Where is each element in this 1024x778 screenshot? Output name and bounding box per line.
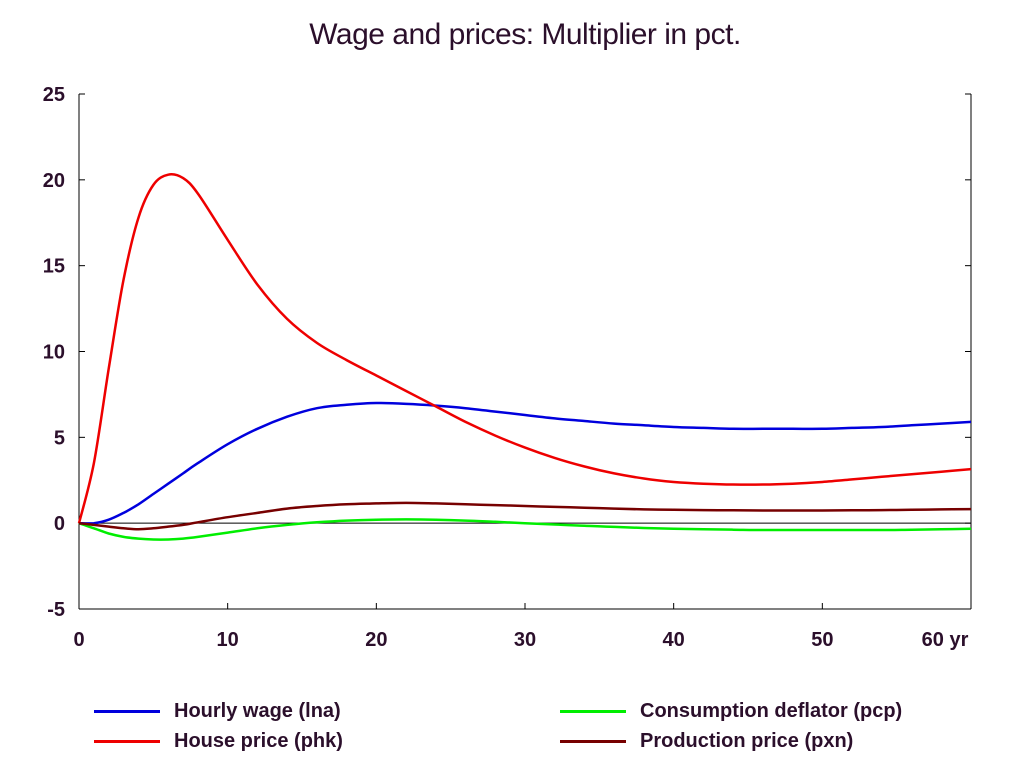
x-tick-label: 50 [811, 629, 833, 651]
y-tick-label: -5 [47, 599, 65, 621]
legend-label-hourly-wage: Hourly wage (lna) [174, 700, 341, 722]
chart-title: Wage and prices: Multiplier in pct. [309, 18, 741, 51]
legend-swatch-house-price [94, 740, 160, 743]
y-tick-label: 5 [54, 427, 65, 449]
series-line-hourly-wage [78, 401, 972, 525]
legend-item-house-price: House price (phk) [94, 730, 343, 753]
series-lines [77, 173, 972, 541]
y-tick-label: 15 [43, 256, 65, 278]
x-tick-label: 0 [73, 629, 84, 651]
series-line-production-price [78, 501, 972, 531]
legend-swatch-hourly-wage [94, 710, 160, 713]
x-tick-label: 30 [514, 629, 536, 651]
legend-label-house-price: House price (phk) [174, 730, 343, 752]
legend-swatch-production-price [560, 740, 626, 743]
legend-label-production-price: Production price (pxn) [640, 730, 854, 752]
series-line-consumption-deflator [78, 518, 972, 541]
legend-swatch-consumption-deflator [560, 710, 626, 713]
y-tick-label: 10 [43, 342, 65, 364]
legend-item-hourly-wage: Hourly wage (lna) [94, 700, 341, 723]
y-tick-label: 20 [43, 170, 65, 192]
y-tick-label: 25 [43, 84, 65, 106]
x-tick-label: 20 [365, 629, 387, 651]
x-tick-label: 40 [663, 629, 685, 651]
x-tick-label: 60 yr [922, 629, 969, 651]
legend-label-consumption-deflator: Consumption deflator (pcp) [640, 700, 903, 722]
legend-item-production-price: Production price (pxn) [560, 730, 853, 753]
legend-item-consumption-deflator: Consumption deflator (pcp) [560, 700, 902, 723]
series-line-house-price [77, 173, 972, 524]
line-chart: -5 0 5 10 15 20 25 0 10 20 30 40 50 60 yr [43, 84, 972, 651]
plot-axes: -5 0 5 10 15 20 25 0 10 20 30 40 50 60 yr [43, 84, 972, 651]
x-tick-label: 10 [217, 629, 239, 651]
y-tick-label: 0 [54, 513, 65, 535]
